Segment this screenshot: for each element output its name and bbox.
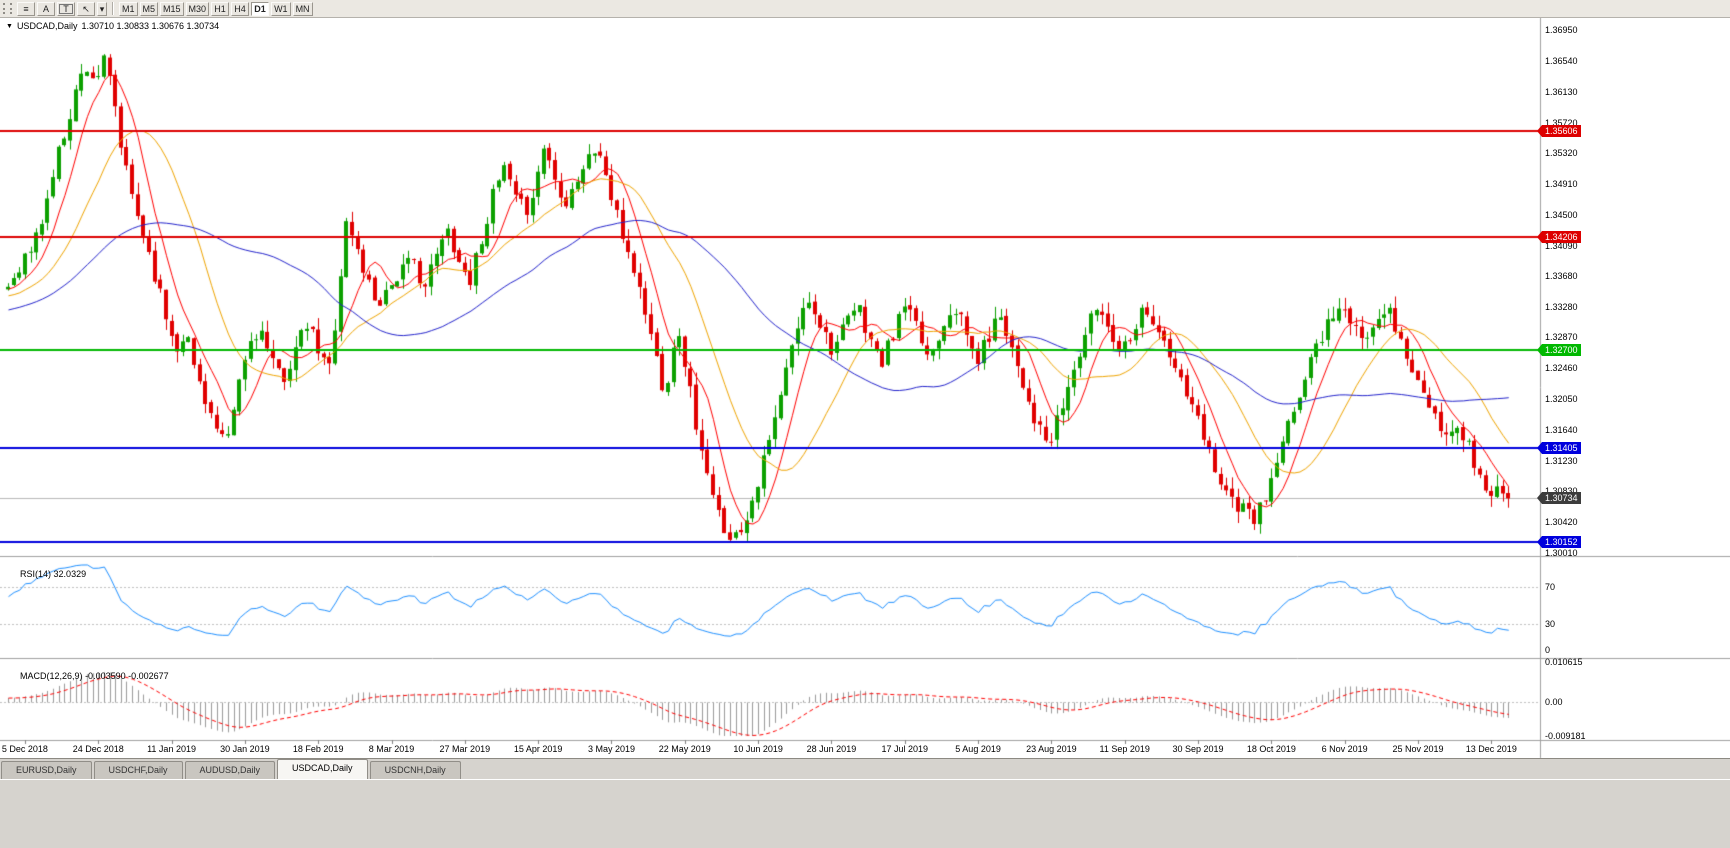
timeframe-button-m15[interactable]: M15 [160, 1, 184, 16]
text-tool-button[interactable]: A [37, 1, 55, 16]
textbox-tool-button[interactable]: T [57, 1, 75, 16]
lines-tool-icon[interactable]: ≡ [17, 1, 35, 16]
status-strip [0, 779, 1730, 848]
timeframe-button-m1[interactable]: M1 [119, 1, 138, 16]
chart-tab-usdchf[interactable]: USDCHF,Daily [93, 761, 183, 780]
timeframe-button-m30[interactable]: M30 [185, 1, 210, 16]
timeframe-button-m5[interactable]: M5 [139, 1, 159, 16]
cursor-tool-button[interactable]: ↖ [77, 1, 95, 16]
toolbar-grip[interactable] [3, 3, 12, 14]
timeframe-button-h1[interactable]: H1 [211, 1, 230, 16]
timeframe-button-h4[interactable]: H4 [231, 1, 250, 16]
timeframe-button-w1[interactable]: W1 [271, 1, 291, 16]
chart-tab-eurusd[interactable]: EURUSD,Daily [1, 761, 92, 780]
toolbar: ≡ A T ↖ ▾ M1 M5 M15 M30 H1 H4 D1 W1 MN [0, 0, 1730, 18]
tool-dropdown-chevron-icon[interactable]: ▾ [97, 1, 107, 16]
toolbar-separator [112, 2, 114, 15]
chart-tab-usdcad[interactable]: USDCAD,Daily [277, 759, 368, 780]
timeframe-button-d1[interactable]: D1 [251, 1, 270, 16]
chart-tab-bar: EURUSD,Daily USDCHF,Daily AUDUSD,Daily USDC… [0, 758, 1730, 780]
timeframe-button-mn[interactable]: MN [292, 1, 313, 16]
chart-tab-audusd[interactable]: AUDUSD,Daily [184, 761, 276, 780]
timeframe-group: M1 M5 M15 M30 H1 H4 D1 W1 MN [118, 1, 314, 16]
chart-tab-usdcnh[interactable]: USDCNH,Daily [369, 761, 461, 780]
price-chart-canvas[interactable] [0, 0, 1730, 760]
